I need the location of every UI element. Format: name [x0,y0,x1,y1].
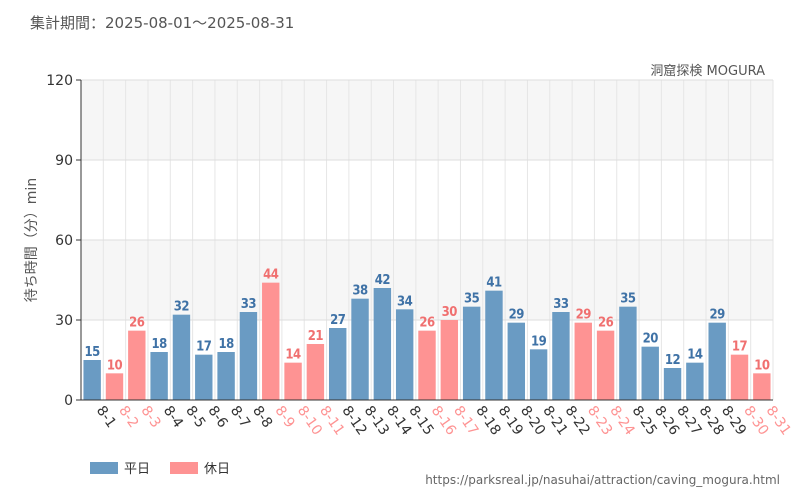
bar [83,360,101,400]
bar [395,309,414,400]
bar [440,320,459,400]
data-label: 10 [754,358,770,373]
legend-weekday-label: 平日 [124,462,151,477]
x-tick-label: 8-9 [271,403,297,431]
chart-subtitle: 洞窟探検 MOGURA [650,64,765,79]
x-tick-label: 8-8 [249,403,275,431]
bar [596,330,615,400]
data-label: 26 [598,316,614,331]
x-tick-label: 8-7 [227,403,253,431]
data-label: 35 [464,292,480,307]
bar [663,368,682,400]
bar-chart: 15 10 26 18 32 17 18 33 44 14 21 27 38 42 34 26 30 35 41 29… [24,73,794,438]
data-label: 20 [643,332,659,347]
data-label: 17 [196,340,212,355]
legend-item-weekday: 平日 [90,458,150,477]
y-tick-label: 90 [55,153,73,169]
bar [128,330,146,400]
bar [306,344,325,400]
x-tick-label: 8-4 [160,403,186,431]
data-label: 21 [308,329,324,344]
data-label: 29 [576,308,592,323]
data-label: 41 [486,276,502,291]
bar [284,362,302,400]
bar [485,290,503,400]
data-label: 27 [330,313,346,328]
x-tick-label: 8-6 [204,403,230,431]
bar [507,322,525,400]
bar [329,328,347,400]
source-credit: https://parksreal.jp/nasuhai/attraction/… [425,473,780,487]
bar [217,352,235,400]
data-label: 33 [553,297,569,312]
bar [195,354,213,400]
y-tick-label: 30 [55,313,73,329]
grid-band [81,240,773,320]
data-label: 10 [107,358,123,373]
bar [641,346,659,400]
bar [552,312,570,400]
bar [418,330,436,400]
legend-holiday-label: 休日 [204,462,231,477]
x-tick-label: 8-5 [182,403,208,431]
legend-item-holiday: 休日 [170,458,230,477]
data-label: 18 [151,337,167,352]
data-label: 17 [732,340,748,355]
y-axis-label: 待ち時間（分）min [24,178,40,302]
data-label: 34 [397,294,413,309]
grid-band [81,80,773,160]
x-tick-label: 8-31 [763,403,794,438]
bar [708,322,726,400]
bar [686,362,704,400]
grid-band [81,160,773,240]
y-tick-label: 60 [55,233,73,249]
data-label: 29 [710,308,726,323]
weekday-swatch [90,461,118,474]
data-label: 12 [665,353,681,368]
data-label: 14 [687,348,703,363]
bar [150,352,168,400]
y-tick-label: 120 [46,73,73,89]
holiday-swatch [170,461,199,474]
data-label: 18 [218,337,234,352]
bar [730,354,749,400]
data-label: 26 [129,316,145,331]
period-label: 集計期間：2025-08-01～2025-08-31 [30,14,295,32]
x-tick-label: 8-2 [115,403,141,431]
bar [105,373,124,400]
x-tick-label: 8-1 [93,403,119,431]
data-label: 32 [174,300,190,315]
data-label: 42 [375,273,391,288]
data-label: 26 [419,316,435,331]
bar [619,306,637,400]
x-tick-label: 8-3 [138,403,164,431]
bar [373,288,392,400]
bar [351,298,369,400]
legend: 平日 休日 [90,458,230,477]
data-label: 38 [352,284,368,299]
data-label: 14 [285,348,301,363]
bar [753,373,771,400]
bar [574,322,592,400]
bar [172,314,191,400]
data-label: 15 [85,345,101,360]
data-label: 33 [241,297,257,312]
bar [262,282,280,400]
y-tick-label: 0 [64,393,73,409]
bar [462,306,481,400]
data-label: 29 [509,308,525,323]
data-label: 35 [620,292,636,307]
data-label: 30 [442,305,458,320]
data-label: 44 [263,268,279,283]
bar [239,312,258,400]
data-label: 19 [531,334,547,349]
bar [529,349,548,400]
